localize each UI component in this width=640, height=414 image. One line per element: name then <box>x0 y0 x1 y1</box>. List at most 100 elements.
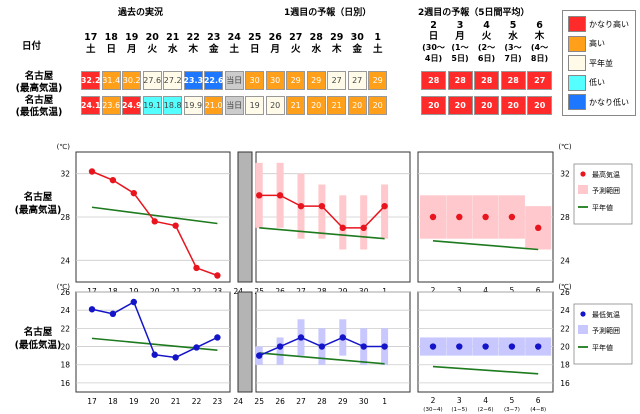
week2-header-2: 2 日 (30～ 4日) <box>422 20 445 63</box>
week2-point <box>429 213 437 221</box>
legend-label-range: 予測範囲 <box>592 186 620 195</box>
chart-kind-label: (最高気温) <box>15 204 62 216</box>
max-cell: 27.2 <box>163 71 183 90</box>
category-legend-item: かなり低い <box>568 94 629 110</box>
y-tick-label-right: 22 <box>560 324 570 333</box>
category-label: 平年並 <box>589 58 613 68</box>
min-cell: 18.8 <box>163 96 183 115</box>
legend-marker-range <box>578 325 588 334</box>
week2-frame <box>417 291 554 393</box>
category-legend-item: 高い <box>568 35 605 52</box>
y-tick-label: 24 <box>60 256 70 265</box>
max-cell: 27.6 <box>142 71 162 90</box>
max-week2-cell: 27 <box>527 71 553 90</box>
chart-legend-box <box>573 163 633 225</box>
week2-x-sublabel: (30−4) <box>423 297 442 303</box>
x-tick-label: 26 <box>275 397 285 406</box>
x-tick-label: 29 <box>338 287 348 296</box>
x-tick-label: 28 <box>317 287 327 296</box>
week2-x-tick-label: 6 <box>536 396 541 405</box>
min-week2-cell: 20 <box>527 96 553 115</box>
min-cell: 20 <box>306 96 326 115</box>
x-tick-label: 24 <box>234 397 244 406</box>
max-cell: 27 <box>327 71 347 90</box>
legend-label-range: 予測範囲 <box>592 326 620 335</box>
week2-x-tick-label: 6 <box>536 286 541 295</box>
legend-label-normal: 平年値 <box>592 343 613 352</box>
observed-point <box>109 310 117 318</box>
forecast-point <box>276 343 284 350</box>
week2-header-5: 5 水 (3～ 7日) <box>504 20 522 63</box>
week2-x-sublabel: (2−6) <box>478 407 494 413</box>
category-swatch <box>568 74 586 91</box>
week2-x-tick-label: 4 <box>483 286 488 295</box>
x-tick-label: 29 <box>338 397 348 406</box>
x-tick-label: 27 <box>296 397 306 406</box>
observed-point <box>109 176 117 184</box>
week2-x-tick-label: 3 <box>457 286 462 295</box>
forecast-line <box>258 336 385 357</box>
x-tick-label: 17 <box>87 287 97 296</box>
week2-range-bar <box>525 337 552 356</box>
x-tick-label: 24 <box>234 287 244 296</box>
week1-frame <box>255 151 411 283</box>
y-tick-label-right: 16 <box>560 379 570 388</box>
week2-x-sublabel: (2−6) <box>478 297 494 303</box>
min-cell: 20 <box>265 96 285 115</box>
week2-range-bar <box>446 195 473 239</box>
header-week1: 1週目の予報（日別） <box>284 8 372 18</box>
date-header-22: 22 木 <box>186 32 200 55</box>
min-cell: 20 <box>347 96 367 115</box>
week2-x-tick-label: 2 <box>431 286 436 295</box>
max-cell: 32.2 <box>81 71 101 90</box>
forecast-range-bar <box>297 173 305 239</box>
date-header-25: 25 日 <box>248 32 262 55</box>
normal-line-week2 <box>432 365 539 375</box>
week2-range-bar <box>420 337 446 356</box>
category-legend: かなり高い 高い 平年並 低い かなり低い <box>562 10 636 116</box>
forecast-range-bar <box>276 162 284 228</box>
legend-label-normal: 平年値 <box>592 203 613 212</box>
max-week2-cell: 28 <box>500 71 526 90</box>
observed-point <box>172 222 179 229</box>
max-cell: 30 <box>245 71 265 90</box>
week2-x-sublabel: (30−4) <box>423 407 442 413</box>
date-header-23: 23 金 <box>207 32 221 55</box>
category-swatch <box>568 35 586 52</box>
week2-x-tick-label: 5 <box>510 286 515 295</box>
forecast-point <box>318 343 326 350</box>
week2-range-bar <box>498 337 525 356</box>
y-unit-label: (℃) <box>57 283 71 291</box>
forecast-point <box>360 224 367 232</box>
min-row-label: 名古屋 (最低気温) <box>4 95 74 119</box>
y-tick-label: 32 <box>60 170 70 179</box>
observed-point <box>130 298 137 306</box>
max-cell: 29 <box>286 71 306 90</box>
max-cell: 27 <box>347 71 367 90</box>
week2-x-sublabel: (4−8) <box>530 407 546 413</box>
min-cell: 24.9 <box>122 96 142 115</box>
legend-marker-value <box>580 171 586 177</box>
forecast-point <box>339 334 346 341</box>
week2-point <box>429 343 437 350</box>
week1-frame <box>255 291 411 393</box>
date-header-18: 18 日 <box>104 32 118 55</box>
forecast-point <box>318 202 326 210</box>
observed-point <box>214 272 221 279</box>
legend-marker-value <box>580 311 586 317</box>
chart-kind-label: (最低気温) <box>15 339 62 351</box>
week2-range-bar <box>498 195 525 239</box>
x-tick-label: 19 <box>129 397 139 406</box>
forecast-point <box>297 202 305 210</box>
observed-point <box>193 264 200 272</box>
today-column <box>237 291 253 393</box>
x-tick-label: 20 <box>150 397 160 406</box>
y-tick-label: 26 <box>60 288 70 297</box>
forecast-point <box>256 352 263 359</box>
min-row-city: 名古屋 <box>24 95 54 106</box>
category-swatch <box>568 16 586 32</box>
max-week2-cell: 28 <box>421 71 447 90</box>
y-tick-label-right: 24 <box>560 256 570 265</box>
category-label: 低い <box>589 78 605 87</box>
